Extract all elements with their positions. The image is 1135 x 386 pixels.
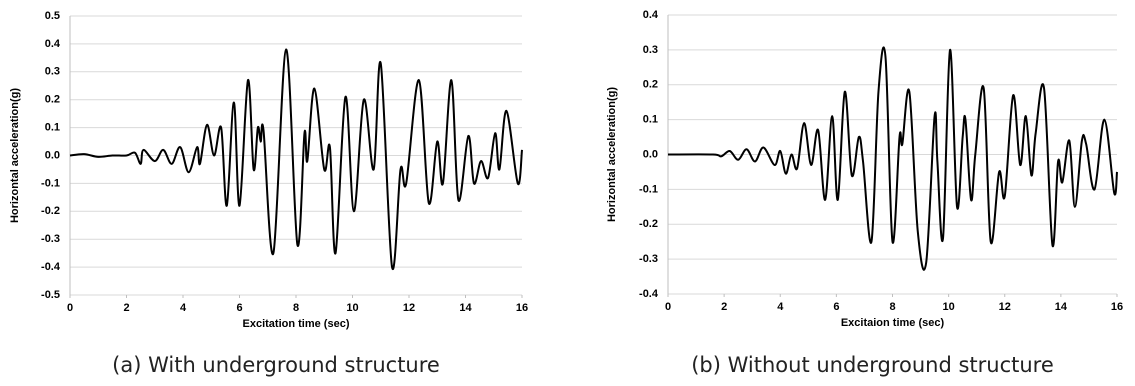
x-tick-label: 16 xyxy=(516,302,528,314)
x-tick-label: 8 xyxy=(889,301,895,313)
x-tick-label: 4 xyxy=(777,301,784,313)
x-tick-label: 12 xyxy=(403,302,415,314)
y-axis-title: Horizontal acceleration(g) xyxy=(606,87,618,222)
y-tick-label: -0.1 xyxy=(639,183,658,195)
y-tick-label: 0.4 xyxy=(45,38,61,50)
data-line xyxy=(69,48,523,271)
y-tick-label: -0.3 xyxy=(41,233,60,245)
caption: (b) Without underground structure xyxy=(691,353,1054,377)
x-tick-label: 2 xyxy=(123,302,129,314)
x-axis-title: Excitaion time (sec) xyxy=(841,317,945,329)
y-tick-label: 0.2 xyxy=(643,79,658,91)
x-tick-label: 0 xyxy=(665,301,671,313)
x-tick-label: 0 xyxy=(67,302,73,314)
x-tick-label: 16 xyxy=(1111,301,1123,313)
y-tick-label: 0.2 xyxy=(45,94,60,106)
y-tick-label: -0.5 xyxy=(41,289,60,301)
caption: (a) With underground structure xyxy=(112,353,440,377)
y-tick-label: -0.2 xyxy=(41,205,60,217)
y-tick-label: -0.4 xyxy=(639,288,659,300)
y-tick-label: 0.1 xyxy=(45,122,60,134)
x-axis-title: Excitation time (sec) xyxy=(243,318,350,330)
x-tick-label: 4 xyxy=(180,302,187,314)
x-tick-label: 8 xyxy=(293,302,299,314)
x-tick-label: 10 xyxy=(346,302,358,314)
y-tick-label: 0.0 xyxy=(643,148,658,160)
y-axis-title: Horizontal acceleration(g) xyxy=(9,88,21,223)
y-tick-label: -0.3 xyxy=(639,253,658,265)
y-tick-label: -0.2 xyxy=(639,218,658,230)
y-tick-label: 0.4 xyxy=(643,9,659,21)
y-tick-label: 0.1 xyxy=(643,114,658,126)
x-tick-label: 14 xyxy=(459,302,472,314)
x-tick-label: 6 xyxy=(236,302,242,314)
x-tick-label: 12 xyxy=(999,301,1011,313)
y-tick-label: -0.1 xyxy=(41,177,60,189)
y-tick-label: -0.4 xyxy=(41,261,61,273)
x-tick-label: 14 xyxy=(1055,301,1068,313)
y-tick-label: 0.3 xyxy=(643,44,658,56)
data-line xyxy=(667,46,1118,271)
y-tick-label: 0.0 xyxy=(45,149,60,161)
x-tick-label: 6 xyxy=(833,301,839,313)
x-tick-label: 2 xyxy=(721,301,727,313)
y-tick-label: 0.3 xyxy=(45,66,60,78)
x-tick-label: 10 xyxy=(943,301,955,313)
y-tick-label: 0.5 xyxy=(45,10,60,22)
